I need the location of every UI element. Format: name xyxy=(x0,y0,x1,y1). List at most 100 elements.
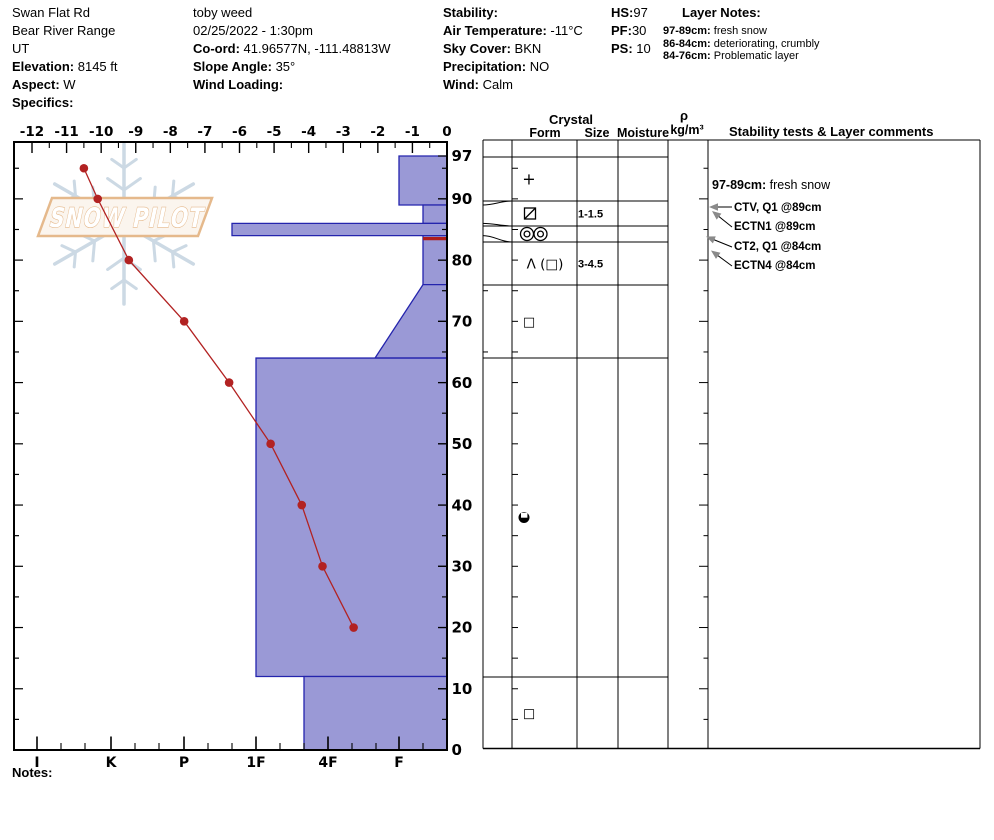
layer-bar xyxy=(398,155,448,206)
hardness-tick-label: 1F xyxy=(246,755,265,771)
layer-bar xyxy=(231,222,448,237)
grain-form-facet-icon: □ xyxy=(523,706,535,721)
grain-form-graupel-icon xyxy=(533,226,548,242)
height-label: 0 xyxy=(452,741,462,759)
grain-form-graupel-inner xyxy=(536,230,545,238)
sky-cover: Sky Cover: BKN xyxy=(443,41,542,56)
temp-tick-label: 0 xyxy=(442,124,451,140)
hardness-layers xyxy=(231,155,448,751)
range-name: Bear River Range xyxy=(12,23,116,38)
plot-border xyxy=(13,141,448,751)
height-label: 10 xyxy=(452,680,473,698)
temperature-profile xyxy=(79,163,358,632)
height-label: 40 xyxy=(452,496,473,514)
snowflake-branch xyxy=(122,278,138,291)
hardness-tick-label: 4F xyxy=(318,755,337,771)
test-arrowhead-icon xyxy=(709,203,718,211)
site-name: Swan Flat Rd xyxy=(12,5,91,20)
air-temperature: Air Temperature: -11°C xyxy=(443,23,583,38)
slope-angle: Slope Angle: 35° xyxy=(193,59,296,74)
temp-tick-label: -2 xyxy=(370,124,385,140)
header-location: Swan Flat Rd Bear River Range UT Elevati… xyxy=(12,4,118,112)
logo-band xyxy=(36,196,214,238)
grain-form-graupel-icon xyxy=(519,226,535,242)
form-header: Form xyxy=(529,126,560,140)
stability-test-result: CTV, Q1 @89cm xyxy=(734,202,822,214)
temperature-point xyxy=(266,439,275,449)
size-header: Size xyxy=(584,126,609,140)
test-arrowhead-icon xyxy=(706,236,716,244)
state: UT xyxy=(12,41,30,56)
density-unit-header: kg/m³ xyxy=(670,123,703,137)
temperature-point xyxy=(297,500,307,510)
snowflake-branch xyxy=(91,239,97,263)
temperature-point xyxy=(79,163,89,173)
snowflake-branch xyxy=(110,157,126,170)
notes-label: Notes: xyxy=(12,765,53,780)
snowflake-branch xyxy=(72,250,78,269)
temp-tick-label: -1 xyxy=(405,124,420,140)
temperature-point xyxy=(349,623,358,632)
layer-note: 97-89cm: fresh snow xyxy=(663,25,767,37)
grain-size-value: 3-4.5 xyxy=(578,259,603,271)
temperature-point xyxy=(224,378,234,387)
hardness-tick-label: F xyxy=(394,755,404,771)
temp-tick-label: -3 xyxy=(336,124,351,140)
hardness-tick-label: I xyxy=(34,755,39,771)
density-header: ρ xyxy=(680,108,688,123)
specifics: Specifics: xyxy=(12,95,74,110)
snowflake-branch xyxy=(170,250,176,269)
temp-tick-label: -5 xyxy=(267,124,282,140)
aspect: Aspect: W xyxy=(12,77,76,92)
height-label: 70 xyxy=(452,313,473,331)
height-label: 20 xyxy=(452,619,473,637)
snowflake-branch xyxy=(110,278,126,291)
layer-note: 86-84cm: deteriorating, crumbly xyxy=(663,37,820,50)
stability-panel: 97-89cm: fresh snow CTV, Q1 @89cm ECTN1 @8… xyxy=(706,178,831,272)
grain-form-new-snow-icon: + xyxy=(522,170,535,189)
logo-text-group: SNOW PILOT xyxy=(46,203,208,235)
grain-form-rounded-square-notch xyxy=(521,512,528,518)
snowpilot-watermark: SNOW PILOT xyxy=(36,142,214,306)
layer-note: 84-76cm: Problematic layer xyxy=(663,50,799,62)
wind: Wind: Calm xyxy=(443,77,513,92)
snowflake-branch xyxy=(72,179,78,198)
snowflake-branch xyxy=(170,244,188,254)
snowflake-branch xyxy=(106,256,126,271)
snowflake-branch xyxy=(60,244,78,254)
crystal-table xyxy=(482,139,981,750)
grain-size-value: 1-1.5 xyxy=(578,209,603,221)
layer-connector-curve xyxy=(482,200,513,206)
temp-tick-label: -11 xyxy=(54,124,78,140)
snowflake-branch xyxy=(122,177,142,192)
hardness-tick-label: P xyxy=(179,755,189,771)
hardness-tick-label: K xyxy=(106,755,118,771)
crystal-header: Crystal xyxy=(549,112,593,127)
layer-bar xyxy=(303,675,448,751)
temp-tick-label: -10 xyxy=(89,124,113,140)
temperature-point xyxy=(93,194,103,204)
elevation: Elevation: 8145 ft xyxy=(12,59,118,74)
height-label: 50 xyxy=(452,435,473,453)
test-arrowhead-icon xyxy=(711,250,721,259)
snowflake-branch xyxy=(106,177,126,192)
temperature-point xyxy=(318,561,327,571)
temp-tick-label: -8 xyxy=(163,124,178,140)
wind-loading: Wind Loading: xyxy=(193,77,284,92)
grain-form-symbols: +1-1.5 Λ (□) 3-4.5 □ □ xyxy=(518,170,603,721)
grain-form-graupel-inner xyxy=(523,230,531,238)
header-codes: HS:97 PF:30 PS: 10 xyxy=(611,4,651,58)
stability: Stability: xyxy=(443,5,498,20)
temperature-point xyxy=(179,317,189,326)
snowflake-branch xyxy=(170,179,176,198)
test-arrowhead-icon xyxy=(712,211,722,220)
height-label: 30 xyxy=(452,557,473,575)
stability-test-result: ECTN1 @89cm xyxy=(734,221,816,233)
logo-text: SNOW PILOT xyxy=(47,203,208,234)
header-observer: toby weed 02/25/2022 - 1:30pm Co-ord: 41… xyxy=(193,4,391,94)
temp-tick-label: -12 xyxy=(20,124,44,140)
stability-column-header: Stability tests & Layer comments xyxy=(729,124,933,139)
temp-tick-label: -9 xyxy=(128,124,143,140)
